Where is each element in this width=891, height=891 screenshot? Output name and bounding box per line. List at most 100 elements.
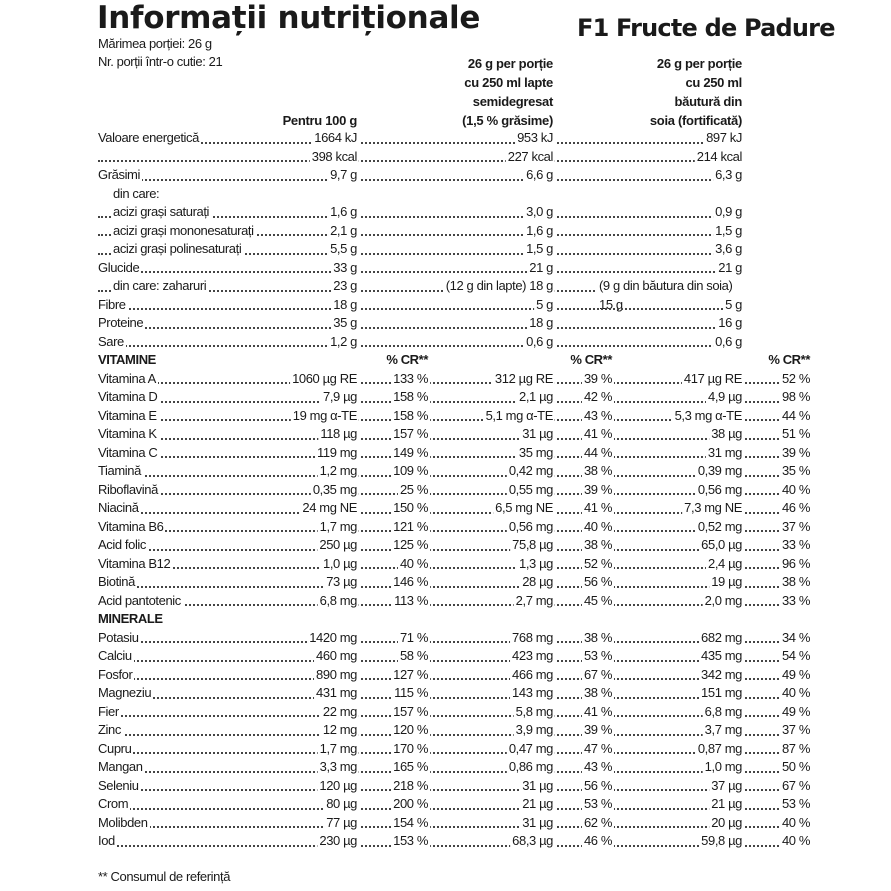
cr-header: % CR**	[384, 351, 430, 370]
row-value: 227 kcal	[505, 147, 555, 166]
row-label: Niacină	[98, 499, 141, 518]
table-row: Valoare energetică 1664 kJ 953 kJ 897 kJ	[0, 129, 891, 148]
row-value: 28 µg	[520, 573, 555, 592]
row-value: 0,9 g	[713, 203, 744, 222]
row-value: 423 mg	[510, 647, 555, 666]
row-value: 0,55 mg	[506, 480, 555, 499]
row-value: 2,0 mg	[702, 591, 744, 610]
row-percent: 71 %	[397, 628, 430, 647]
table-row: Fibre 18 g 5 g 5 g	[0, 295, 891, 314]
row-percent: 33 %	[779, 536, 812, 555]
row-label: Glucide	[98, 258, 142, 277]
table-row: Grăsimi 9,7 g 6,6 g 6,3 g	[0, 166, 891, 185]
column-header-per-100g: Pentru 100 g	[282, 113, 358, 128]
row-percent: 58 %	[397, 647, 430, 666]
row-value: 5 g	[534, 295, 555, 314]
cr-header: % CR**	[766, 351, 812, 370]
table-row: Molibden 77 µg 154 % 31 µg 62 % 20 µg 40 %	[0, 813, 891, 832]
row-value: 0,56 mg	[506, 517, 555, 536]
row-value: 24 mg NE	[300, 499, 359, 518]
row-value: 682 mg	[699, 628, 744, 647]
column-header-line: 26 g per porție	[467, 56, 553, 71]
row-value: 23 g	[331, 277, 359, 296]
row-percent: 33 %	[779, 591, 812, 610]
row-percent: 127 %	[391, 665, 430, 684]
table-row: Calciu 460 mg 58 % 423 mg 53 % 435 mg 54 %	[0, 647, 891, 666]
table-row: Acid folic 250 µg 125 % 75,8 µg 38 % 65,0 µg 3…	[0, 536, 891, 555]
table-row: Fosfor 890 mg 127 % 466 mg 67 % 342 mg 49 %	[0, 665, 891, 684]
row-value: 31 µg	[520, 776, 555, 795]
row-label: Fibre	[98, 295, 128, 314]
row-percent: 40 %	[779, 832, 812, 851]
row-value: 1,0 µg	[320, 554, 359, 573]
table-row: Fier 22 mg 157 % 5,8 mg 41 % 6,8 mg 49 %	[0, 702, 891, 721]
vitamins-heading: VITAMINE % CR** % CR** % CR**	[0, 351, 891, 370]
row-value: 3,0 g	[524, 203, 555, 222]
row-value: 342 mg	[699, 665, 744, 684]
row-percent: 67 %	[779, 776, 812, 795]
row-percent: 49 %	[779, 702, 812, 721]
row-value: 21 g	[527, 258, 555, 277]
row-label: din care: zaharuri	[113, 277, 209, 296]
row-value: 20 µg	[709, 813, 744, 832]
row-value: 6,6 g	[524, 166, 555, 185]
row-value: 1,5 g	[713, 221, 744, 240]
row-percent: 53 %	[581, 795, 614, 814]
row-percent: 218 %	[391, 776, 430, 795]
row-percent: 39 %	[581, 721, 614, 740]
row-label: Calciu	[98, 647, 134, 666]
row-value: 0,56 mg	[695, 480, 744, 499]
row-value: 59,8 µg	[699, 832, 744, 851]
row-value: 143 mg	[510, 684, 555, 703]
row-value: 2,1 µg	[516, 388, 555, 407]
row-value: 1,6 g	[524, 221, 555, 240]
row-label: Biotină	[98, 573, 137, 592]
row-value: 0,6 g	[713, 332, 744, 351]
row-value: 5,8 mg	[513, 702, 555, 721]
row-value: 2,1 g	[328, 221, 359, 240]
row-percent: 96 %	[779, 554, 812, 573]
row-value: 0,35 mg	[310, 480, 359, 499]
row-label: Vitamina A	[98, 369, 158, 388]
row-label: Proteine	[98, 314, 146, 333]
row-percent: 165 %	[391, 758, 430, 777]
row-value: 9,7 g	[328, 166, 359, 185]
row-label: Fier	[98, 702, 121, 721]
row-value: 1,2 g	[328, 332, 359, 351]
row-value: 1420 mg	[307, 628, 359, 647]
row-percent: 41 %	[581, 499, 614, 518]
table-row: 398 kcal 227 kcal 214 kcal	[0, 147, 891, 166]
row-value: 37 µg	[709, 776, 744, 795]
row-value: 16 g	[716, 314, 744, 333]
row-value: 1,7 mg	[317, 517, 359, 536]
table-row: Vitamina A 1060 µg RE 133 % 312 µg RE 39 % 41…	[0, 369, 891, 388]
row-value: 768 mg	[510, 628, 555, 647]
row-label: Vitamina B12	[98, 554, 173, 573]
row-value: 0,52 mg	[695, 517, 744, 536]
row-value: 0,42 mg	[506, 462, 555, 481]
row-value: 80 µg	[324, 795, 359, 814]
table-row: din care: zaharuri 23 g (12 g din lapte) 1…	[0, 277, 891, 314]
column-header-line: cu 250 ml lapte	[464, 75, 553, 90]
row-label: Magneziu	[98, 684, 154, 703]
row-percent: 40 %	[397, 554, 430, 573]
row-label: Zinc	[98, 721, 123, 740]
row-percent: 34 %	[779, 628, 812, 647]
row-percent: 158 %	[391, 406, 430, 425]
row-label: Potasiu	[98, 628, 141, 647]
row-percent: 170 %	[391, 739, 430, 758]
row-percent: 38 %	[581, 536, 614, 555]
row-value: 1060 µg RE	[290, 369, 359, 388]
row-percent: 40 %	[779, 480, 812, 499]
row-percent: 87 %	[779, 739, 812, 758]
row-value: 118 µg	[318, 425, 359, 444]
row-label: Crom	[98, 795, 131, 814]
row-percent: 41 %	[581, 425, 614, 444]
row-value: 417 µg RE	[681, 369, 744, 388]
row-value: 77 µg	[324, 813, 359, 832]
row-value: 6,3 g	[713, 166, 744, 185]
table-row: Vitamina C 119 mg 149 % 35 mg 44 % 31 mg 39 %	[0, 443, 891, 462]
row-label: Cupru	[98, 739, 134, 758]
table-row: din care:	[0, 184, 891, 203]
row-percent: 43 %	[581, 406, 614, 425]
